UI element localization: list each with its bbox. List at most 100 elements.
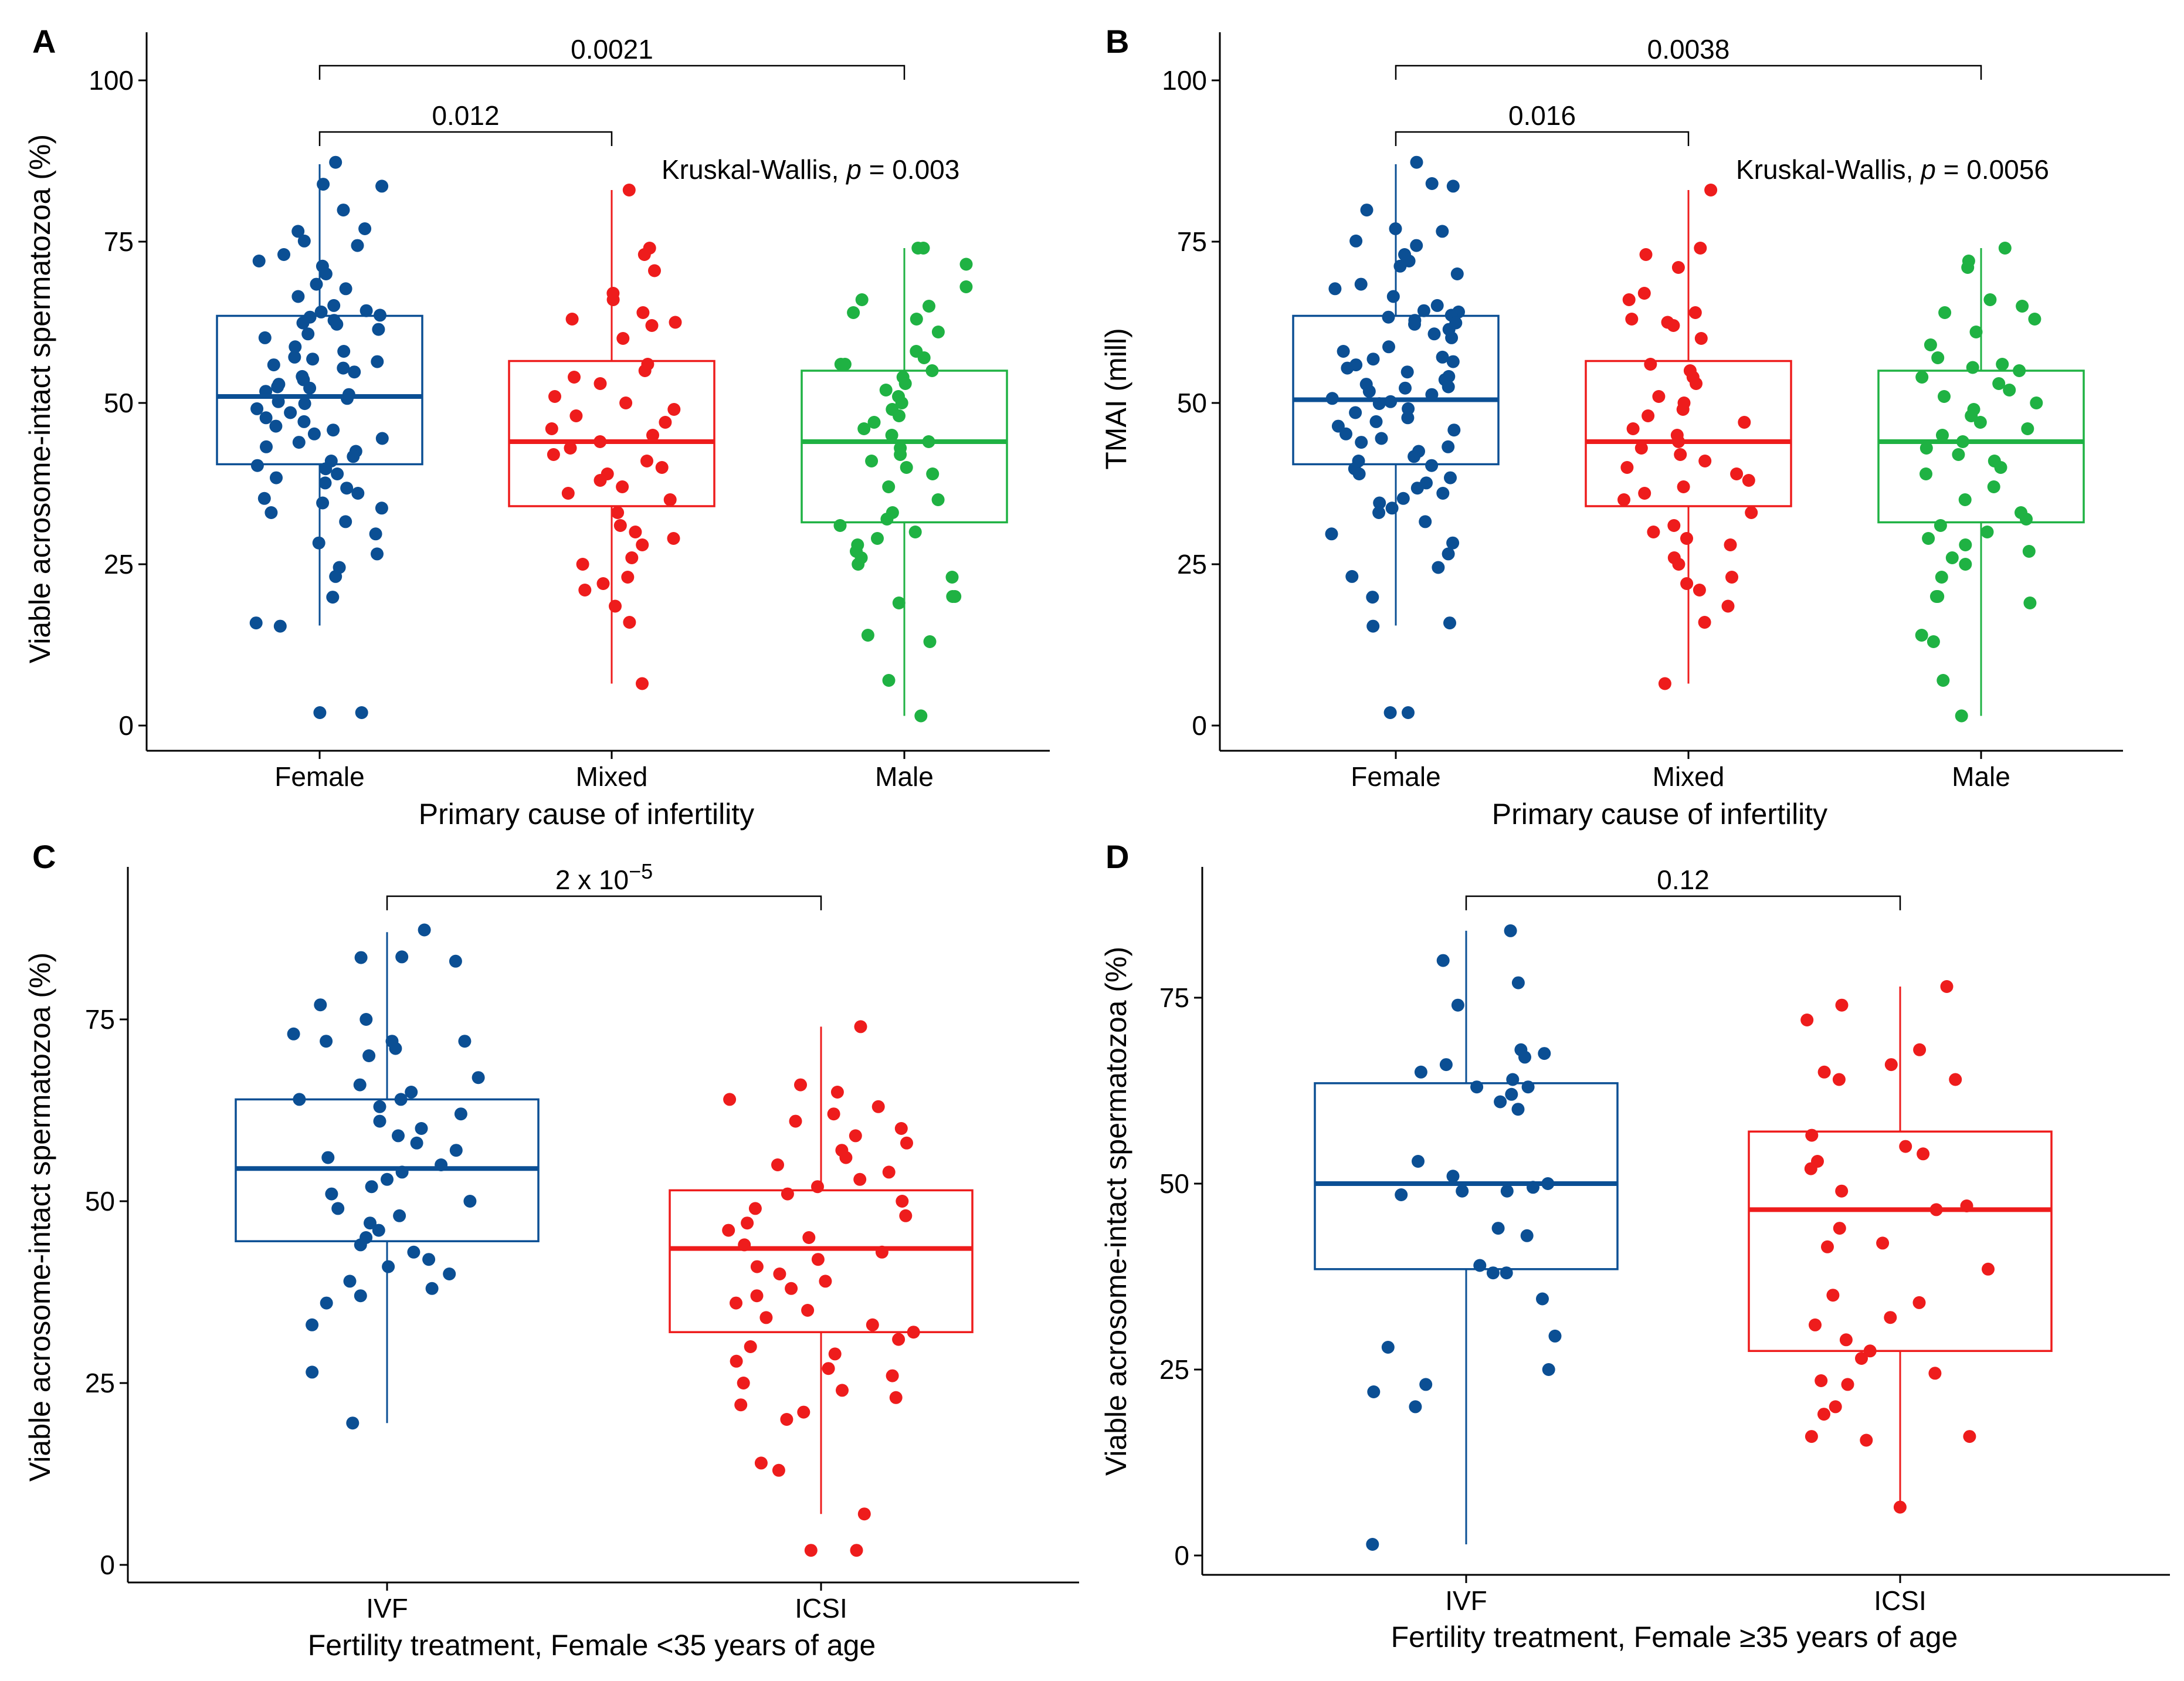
data-point <box>785 1282 798 1295</box>
data-point <box>561 487 575 500</box>
data-point <box>1620 461 1634 474</box>
data-point <box>2022 545 2036 558</box>
data-point <box>789 1114 802 1128</box>
data-point <box>1414 1065 1427 1079</box>
data-point <box>1642 409 1655 422</box>
data-point <box>926 467 940 480</box>
data-point <box>1425 459 1439 472</box>
panel-letter: C <box>32 838 56 875</box>
data-point <box>1339 427 1352 440</box>
p-value-label: 0.0021 <box>571 34 653 65</box>
data-point <box>1446 355 1460 368</box>
box-iqr <box>801 370 1008 524</box>
data-point <box>449 954 462 968</box>
data-point <box>1839 1333 1853 1347</box>
data-point <box>1408 450 1421 463</box>
data-point <box>899 1209 913 1222</box>
data-point <box>1929 590 1943 603</box>
data-point <box>340 482 354 495</box>
data-point <box>855 293 869 306</box>
bracket-line <box>318 131 613 146</box>
data-point <box>1913 1043 1927 1056</box>
data-point <box>1369 415 1383 428</box>
box-mixed <box>1585 184 1792 690</box>
panel-a: A 0 25 50 75 100 Female Mixed Male Primary cause … <box>23 23 1050 831</box>
data-point <box>297 415 311 428</box>
data-point <box>1520 1229 1534 1242</box>
data-point <box>1698 455 1712 467</box>
panel-letter: B <box>1105 23 1129 60</box>
data-point <box>1983 293 1997 306</box>
data-point <box>362 1049 376 1062</box>
data-point <box>907 1326 920 1339</box>
data-point <box>1804 1162 1817 1175</box>
data-point <box>1352 467 1366 480</box>
data-point <box>2020 513 2033 526</box>
data-point <box>389 1042 402 1055</box>
data-point <box>594 377 607 390</box>
data-point <box>1876 1236 1890 1250</box>
data-point <box>1973 416 1987 429</box>
data-point <box>1688 306 1702 319</box>
data-point <box>857 422 871 435</box>
data-point <box>847 306 860 319</box>
data-point <box>354 951 368 964</box>
data-point <box>306 353 320 366</box>
data-point <box>1367 1385 1381 1398</box>
kruskal-wallis-label: Kruskal-Wallis, p = 0.003 <box>662 154 959 185</box>
data-point <box>1384 395 1398 408</box>
data-point <box>1442 380 1455 394</box>
data-point <box>1375 432 1388 445</box>
test-name: Kruskal-Wallis, <box>662 154 846 185</box>
data-point <box>1929 1203 1943 1216</box>
data-point <box>327 299 341 312</box>
data-point <box>945 571 959 584</box>
data-point <box>1676 403 1690 416</box>
data-point <box>1408 317 1421 331</box>
data-point <box>669 316 682 329</box>
data-point <box>1389 222 1402 235</box>
y-tick-label: 50 <box>1159 1168 1189 1199</box>
data-point <box>320 1035 333 1048</box>
p-value-label: 0.016 <box>1508 100 1576 131</box>
data-point <box>1373 496 1386 510</box>
data-point <box>830 1086 844 1099</box>
data-point <box>548 390 561 403</box>
data-point <box>1817 1408 1830 1421</box>
data-point <box>1447 423 1461 437</box>
data-point <box>609 599 622 613</box>
data-point <box>1693 584 1706 597</box>
data-point <box>1500 1184 1514 1198</box>
data-point <box>1945 551 1959 564</box>
box-iqr <box>1877 370 2085 524</box>
panel-c: C 0 25 50 75 IVF ICSI Fertility treatment, Fema… <box>23 838 1079 1662</box>
data-point <box>648 264 661 277</box>
data-point <box>395 1165 409 1179</box>
data-point <box>564 442 577 455</box>
y-axis-title: Viable acrosome-intact spermatozoa (%) <box>23 134 56 663</box>
bracket-line <box>386 895 822 910</box>
data-point <box>1922 532 1935 545</box>
data-point <box>1446 1170 1460 1183</box>
data-point <box>623 616 636 629</box>
data-point <box>330 317 344 331</box>
data-point <box>372 323 385 336</box>
data-point <box>1671 261 1685 274</box>
data-point <box>852 558 865 571</box>
data-point <box>1884 1311 1897 1324</box>
data-point <box>1935 571 1948 584</box>
data-point <box>355 706 368 719</box>
data-point <box>346 1416 360 1430</box>
data-point <box>1938 390 1951 403</box>
data-point <box>313 706 327 719</box>
data-point <box>1928 1367 1942 1380</box>
data-point <box>297 234 311 248</box>
data-point <box>1500 1266 1513 1280</box>
data-point <box>741 1216 754 1230</box>
data-point <box>804 1544 818 1557</box>
data-point <box>374 309 386 322</box>
data-point <box>337 361 350 375</box>
data-point <box>1486 1266 1500 1280</box>
data-point <box>895 396 908 409</box>
